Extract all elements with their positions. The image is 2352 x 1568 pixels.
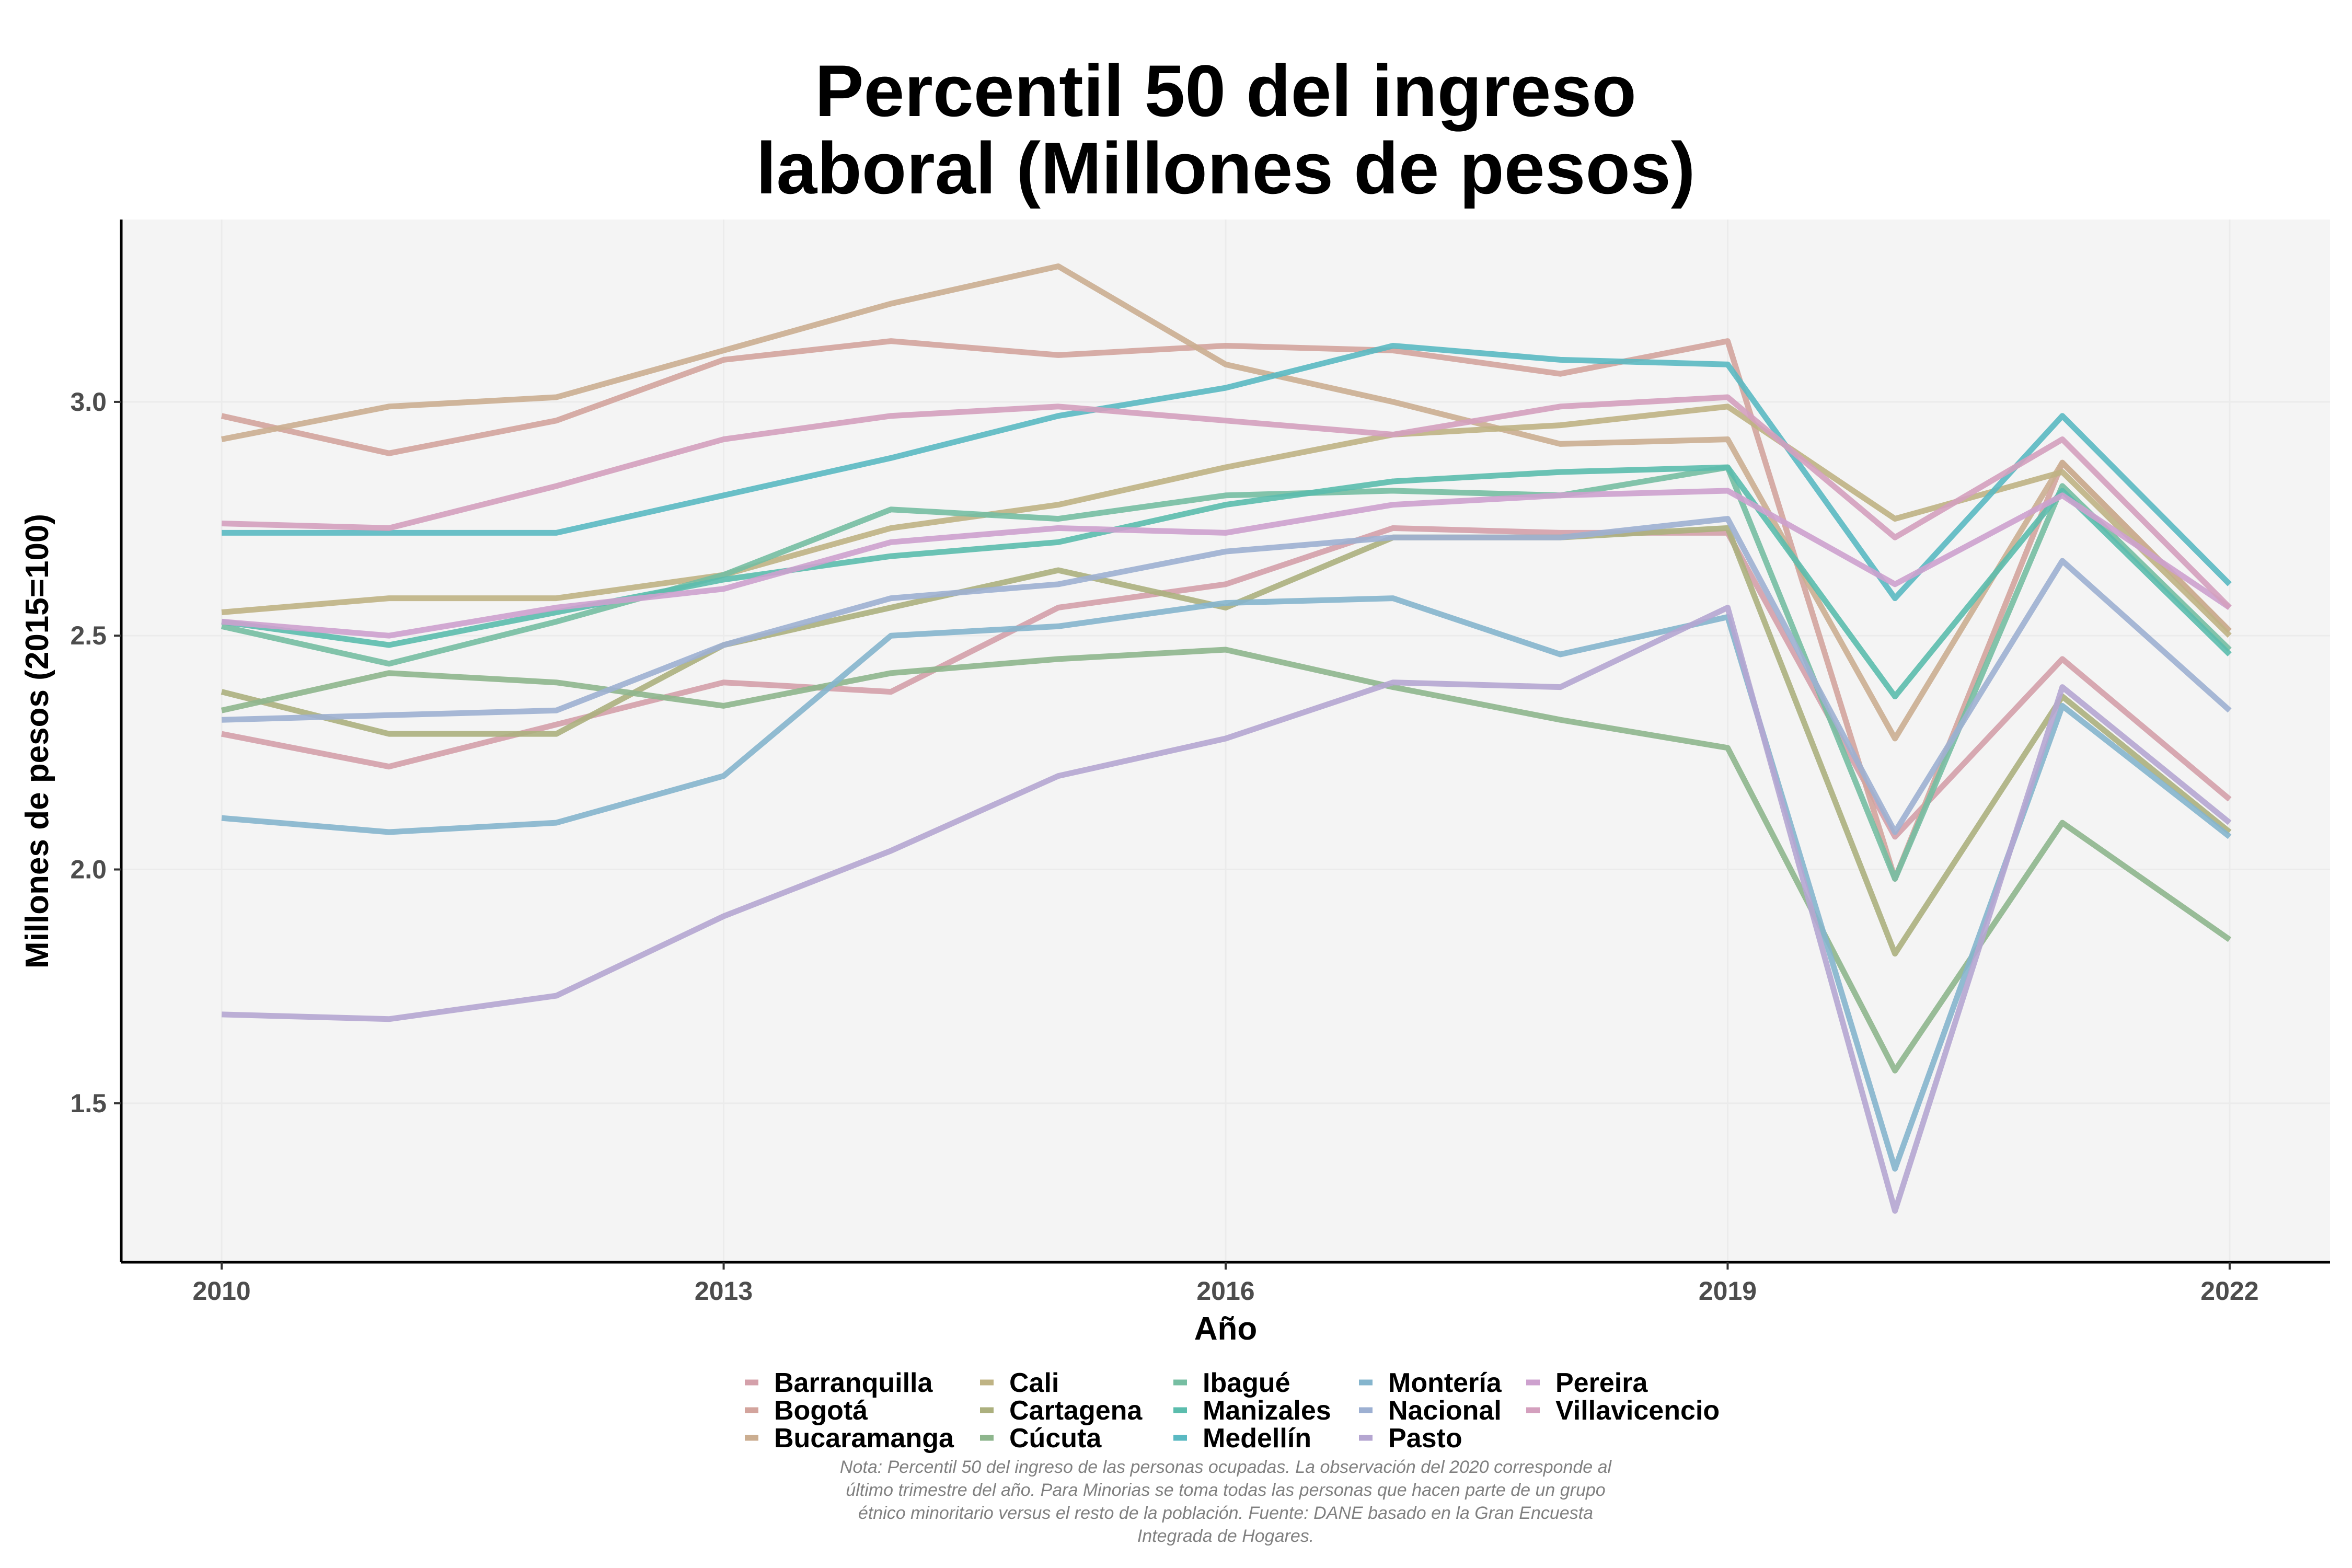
footnote: Nota: Percentil 50 del ingreso de las pe… (840, 1457, 1612, 1546)
x-tick-label: 2013 (695, 1276, 753, 1306)
legend-label: Montería (1388, 1368, 1502, 1398)
series-line-cucuta (221, 647, 2232, 1074)
legend-label: Pasto (1388, 1423, 1462, 1454)
series-line-villavicencio (221, 394, 2232, 610)
series-line-manizales (221, 464, 2232, 699)
legend-label: Villavicencio (1555, 1396, 1720, 1426)
footnote-line: Nota: Percentil 50 del ingreso de las pe… (840, 1457, 1612, 1477)
footnote-line: étnico minoritario versus el resto de la… (858, 1503, 1593, 1523)
x-axis-title: Año (1194, 1311, 1258, 1347)
legend-label: Cartagena (1009, 1396, 1143, 1426)
series-line-medellin (222, 343, 2232, 602)
legend-label: Manizales (1203, 1396, 1331, 1426)
series-lines (221, 263, 2232, 1214)
x-tick-label: 2010 (192, 1276, 250, 1306)
legend-label: Bucaramanga (774, 1423, 954, 1454)
series-line-monteria (221, 595, 2232, 1172)
y-tick-label: 2.0 (70, 855, 107, 884)
series-line-ibague (221, 464, 2232, 882)
y-tick-label: 3.0 (70, 387, 107, 417)
legend-label: Ibagué (1203, 1368, 1290, 1398)
y-tick-label: 2.5 (70, 621, 107, 650)
legend-label: Medellín (1203, 1423, 1311, 1454)
x-tick-label: 2022 (2200, 1276, 2258, 1306)
y-axis-title: Millones de pesos (2015=100) (19, 514, 55, 969)
legend-label: Bogotá (774, 1396, 868, 1426)
legend-label: Barranquilla (774, 1368, 933, 1398)
legend-label: Cúcuta (1009, 1423, 1102, 1454)
series-line-cali (221, 403, 2232, 638)
axis-ticks: 1.5 2.0 2.5 3.0 2010 2013 2016 2019 2022 (70, 387, 2258, 1306)
x-tick-label: 2016 (1196, 1276, 1254, 1306)
series-line-pasto (221, 605, 2232, 1214)
series-line-bucaramanga (221, 263, 2232, 742)
legend-label: Pereira (1555, 1368, 1648, 1398)
series-line-pereira (221, 488, 2231, 639)
legend-label: Cali (1009, 1368, 1059, 1398)
chart-title-line-1: Percentil 50 del ingreso (815, 50, 1636, 132)
footnote-line: último trimestre del año. Para Minorias … (846, 1480, 1605, 1500)
chart-title-line-2: laboral (Millones de pesos) (756, 127, 1695, 209)
series-line-nacional (221, 516, 2232, 835)
footnote-line: Integrada de Hogares. (1137, 1526, 1314, 1546)
legend-label: Nacional (1388, 1396, 1502, 1426)
x-tick-label: 2019 (1699, 1276, 1757, 1306)
series-line-cartagena (221, 525, 2232, 957)
y-tick-label: 1.5 (70, 1089, 107, 1118)
series-line-barranquilla (221, 525, 2232, 840)
